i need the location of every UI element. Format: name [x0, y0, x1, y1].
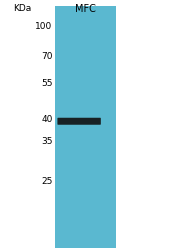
Text: 70: 70	[41, 52, 52, 61]
FancyBboxPatch shape	[57, 118, 101, 125]
Text: 35: 35	[41, 137, 52, 146]
Text: 25: 25	[41, 177, 52, 186]
Text: 55: 55	[41, 79, 52, 88]
Text: KDa: KDa	[13, 4, 31, 13]
Text: 100: 100	[35, 22, 52, 31]
Text: 40: 40	[41, 116, 52, 124]
Bar	[55, 6, 116, 248]
Text: MFC: MFC	[75, 4, 96, 14]
